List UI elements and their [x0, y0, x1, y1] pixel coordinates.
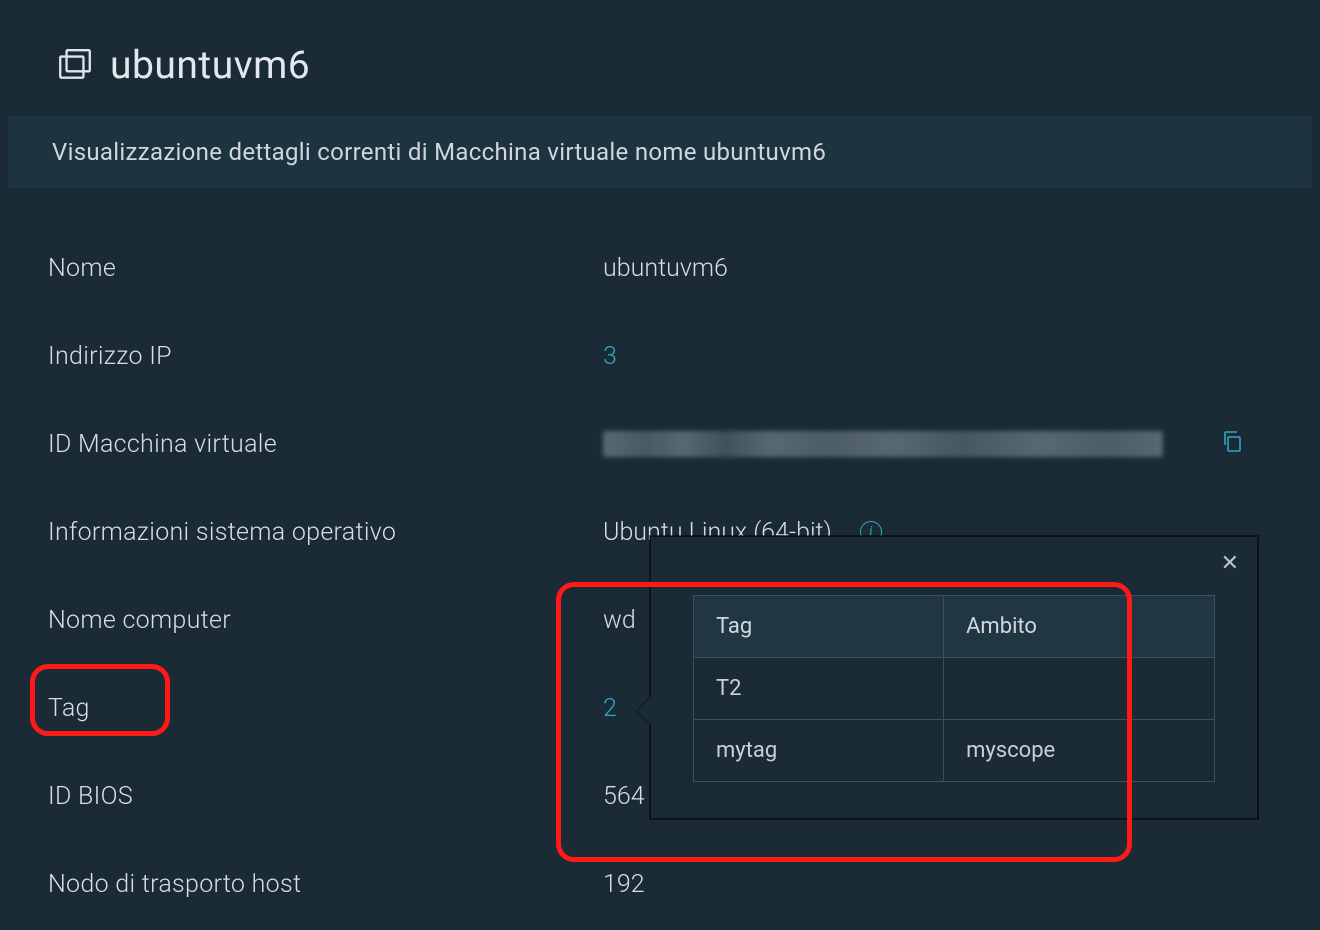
cell-tag: mytag: [694, 720, 944, 782]
table-row: T2: [694, 658, 1215, 720]
row-name: Nome ubuntuvm6: [48, 224, 1272, 312]
label-hostnode: Nodo di trasporto host: [48, 870, 603, 899]
row-ip: Indirizzo IP 3: [48, 312, 1272, 400]
subtitle-bar: Visualizzazione dettagli correnti di Mac…: [8, 116, 1312, 188]
page-title: ubuntuvm6: [110, 42, 310, 88]
cell-scope: [944, 658, 1215, 720]
table-row: mytag myscope: [694, 720, 1215, 782]
value-name: ubuntuvm6: [603, 254, 728, 283]
label-computer: Nome computer: [48, 606, 603, 635]
copy-icon[interactable]: [1220, 429, 1244, 460]
tag-popup: ✕ Tag Ambito T2 mytag myscope: [650, 536, 1258, 819]
table-header-row: Tag Ambito: [694, 596, 1215, 658]
page-header: ubuntuvm6: [0, 0, 1320, 116]
label-tag: Tag: [48, 694, 603, 723]
value-tag-link[interactable]: 2: [603, 694, 617, 723]
label-vmid: ID Macchina virtuale: [48, 430, 603, 459]
label-os: Informazioni sistema operativo: [48, 518, 603, 547]
column-scope: Ambito: [944, 596, 1215, 658]
row-hostnode: Nodo di trasporto host 192: [48, 840, 1272, 928]
tag-table: Tag Ambito T2 mytag myscope: [693, 595, 1215, 782]
subtitle-text: Visualizzazione dettagli correnti di Mac…: [52, 138, 1268, 166]
row-vmid: ID Macchina virtuale: [48, 400, 1272, 488]
value-ip-link[interactable]: 3: [603, 342, 617, 371]
value-vmid-redacted: [603, 431, 1163, 457]
close-icon[interactable]: ✕: [1221, 553, 1239, 575]
label-name: Nome: [48, 254, 603, 283]
label-bios: ID BIOS: [48, 782, 603, 811]
popup-arrow: [637, 697, 651, 725]
vm-icon: [56, 46, 94, 84]
value-bios: 564: [603, 782, 645, 811]
cell-scope: myscope: [944, 720, 1215, 782]
value-hostnode: 192: [603, 870, 645, 899]
column-tag: Tag: [694, 596, 944, 658]
label-ip: Indirizzo IP: [48, 342, 603, 371]
value-computer: wd: [603, 606, 636, 635]
cell-tag: T2: [694, 658, 944, 720]
